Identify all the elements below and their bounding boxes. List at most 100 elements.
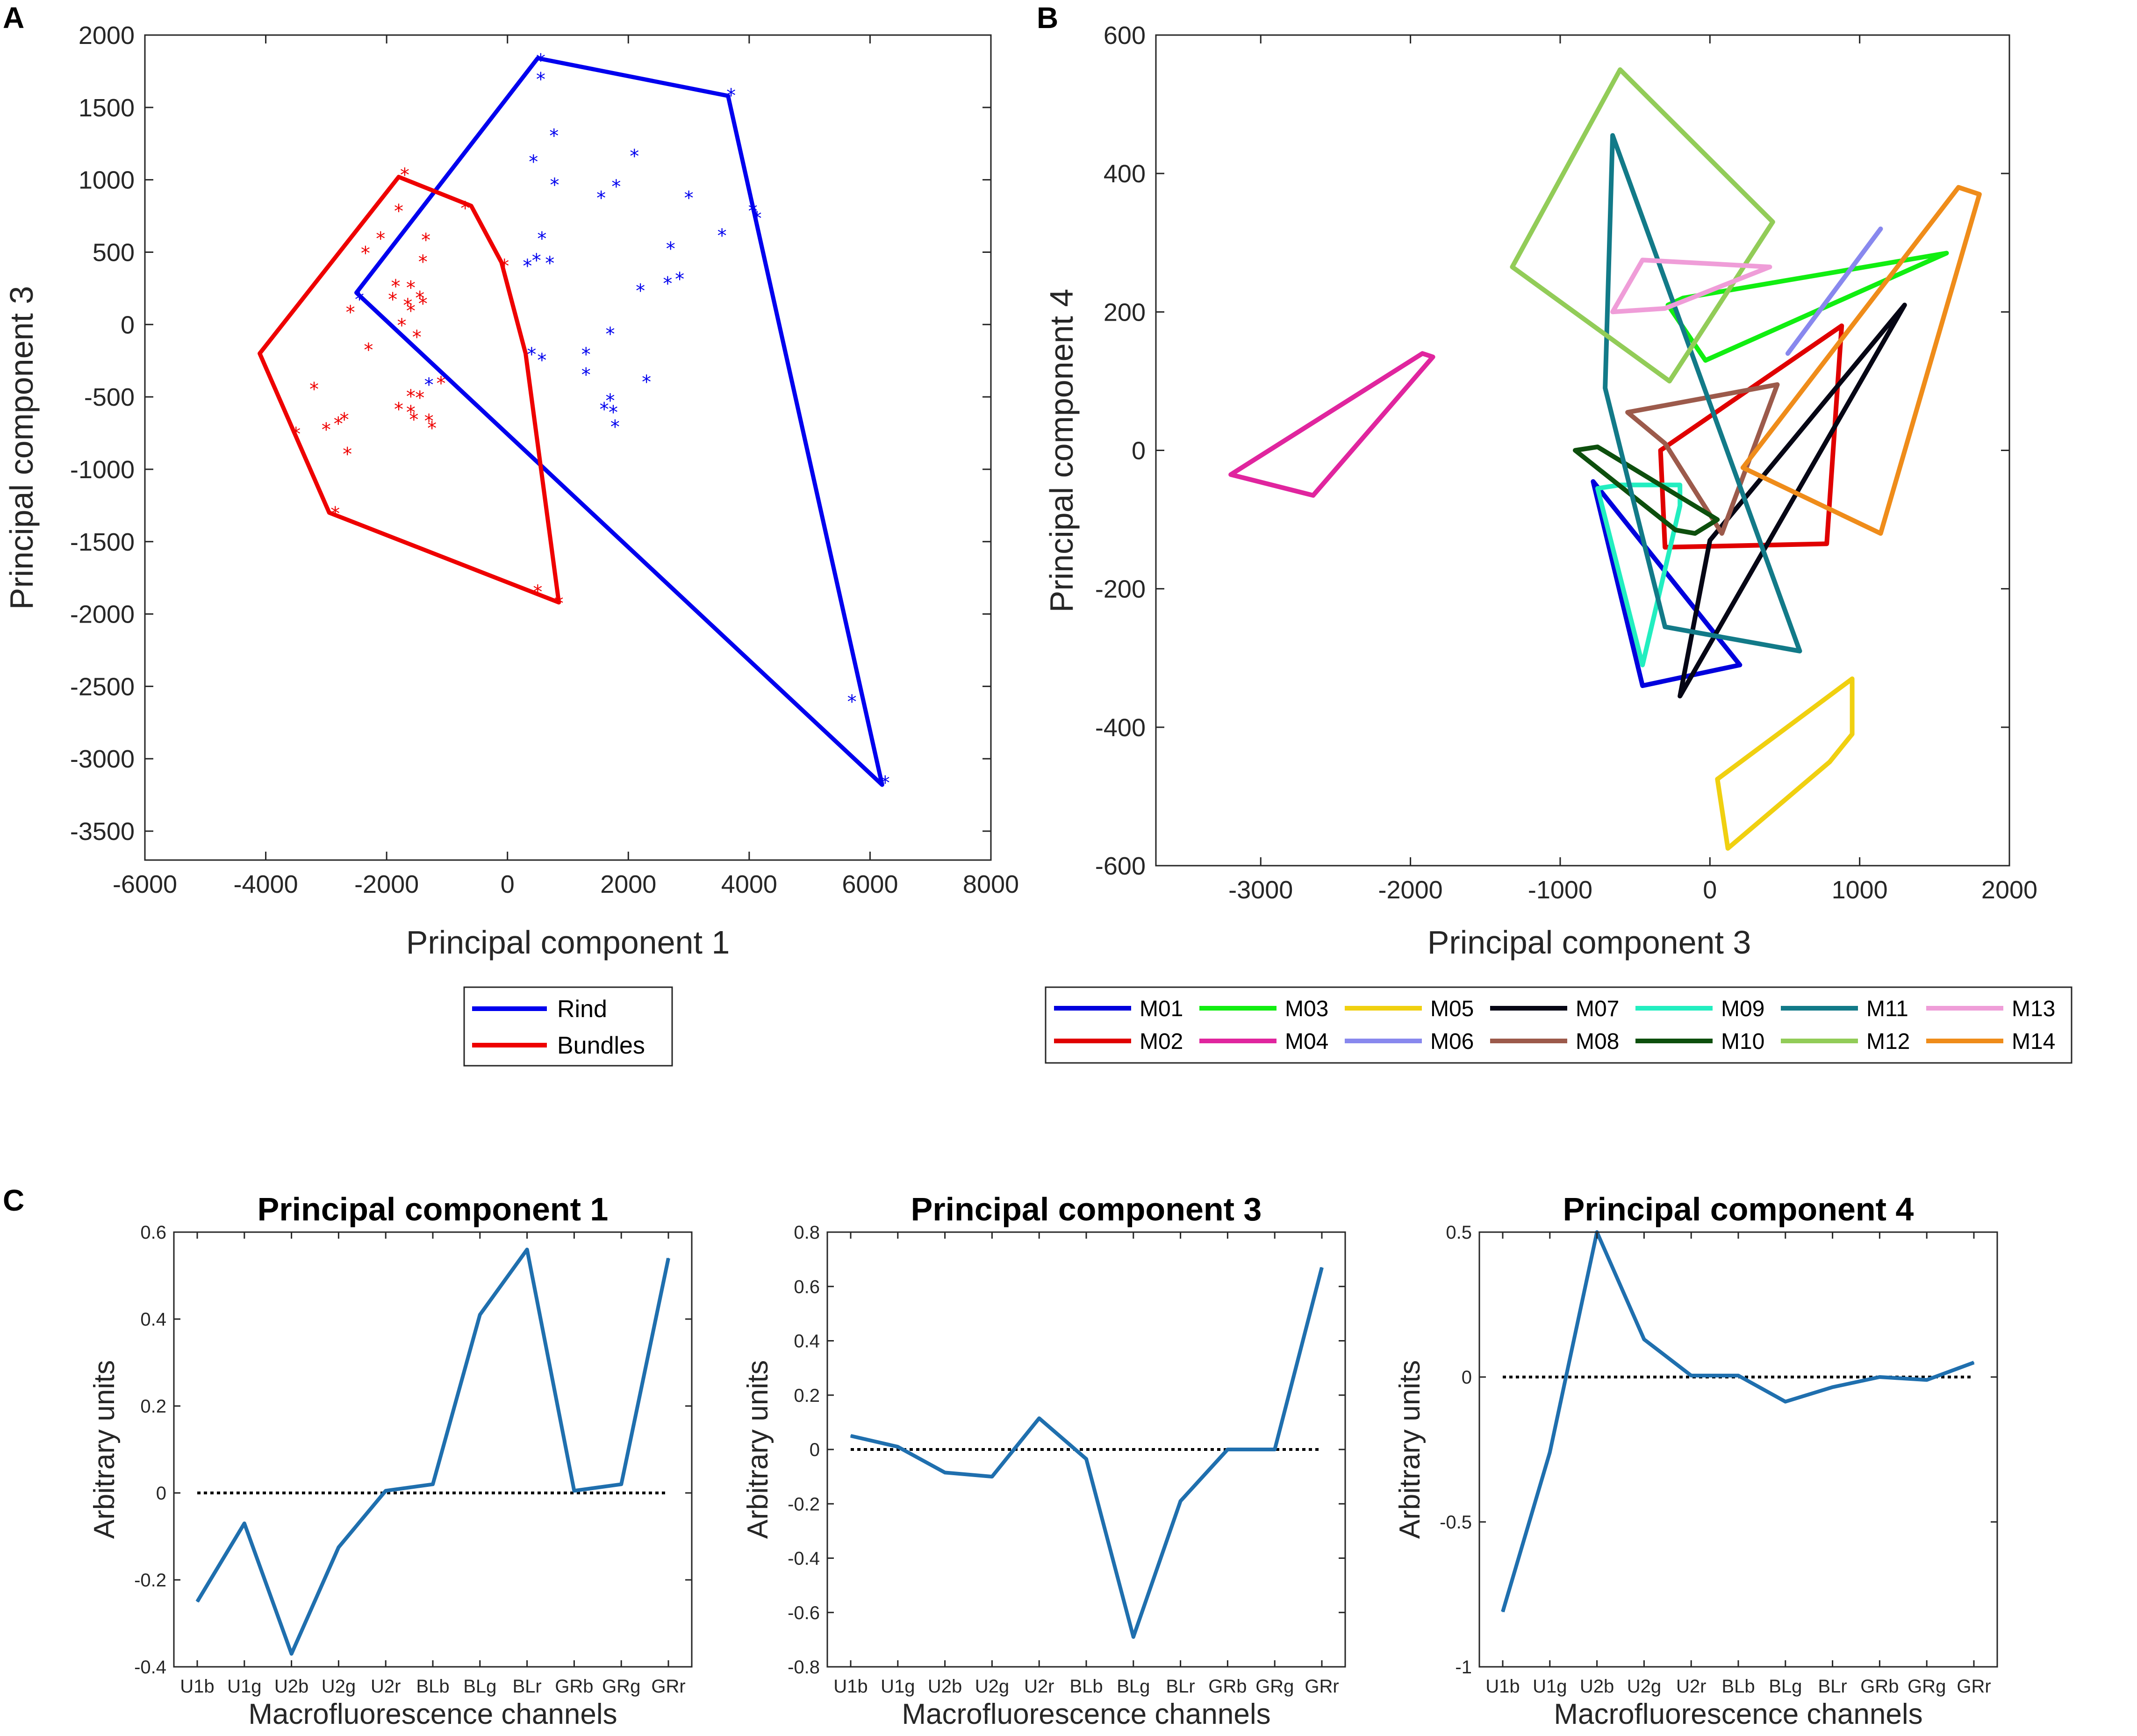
panel-a-ytick-label: -1500 bbox=[70, 528, 135, 556]
panel-a-ytick-label: -2000 bbox=[70, 601, 135, 629]
panel-c3-xtick-label: BLr bbox=[1166, 1676, 1195, 1697]
legend-label-m14: M14 bbox=[2012, 1029, 2055, 1054]
panel-a-xtick-label: 4000 bbox=[721, 870, 777, 898]
panel-b-legend: M01 M02 M03 M04 M05 M06 M07 M08 M09 M10 M11 M12 M13 M… bbox=[1045, 986, 2072, 1064]
point-rind: * bbox=[610, 416, 620, 438]
point-bundles: * bbox=[500, 256, 509, 277]
legend-label-m07: M07 bbox=[1576, 997, 1619, 1021]
panel-c1-xtick-label: GRb bbox=[555, 1676, 593, 1697]
panel-c1-xtick-label: BLg bbox=[463, 1676, 496, 1697]
point-rind: * bbox=[600, 399, 609, 421]
panel-c4-axes-box bbox=[1478, 1231, 1998, 1668]
point-bundles: * bbox=[400, 165, 409, 186]
point-bundles: * bbox=[406, 402, 416, 423]
hull-m10 bbox=[1573, 445, 1720, 536]
panel-label-b: B bbox=[1037, 1, 1058, 35]
panel-b-xtick-label: 0 bbox=[1703, 876, 1717, 904]
point-bundles: * bbox=[343, 444, 352, 466]
panel-a-xtick-label: -4000 bbox=[234, 870, 298, 898]
panel-c3-point-grb bbox=[1227, 1449, 1228, 1450]
point-bundles: * bbox=[533, 581, 542, 603]
panel-c3-point-blg bbox=[1133, 1636, 1134, 1638]
point-rind: * bbox=[536, 50, 545, 72]
point-bundles: * bbox=[427, 418, 437, 439]
panel-c3-ylabel: Arbitrary units bbox=[742, 1360, 774, 1539]
panel-c1-xtick-label: U1g bbox=[227, 1676, 261, 1697]
point-bundles: * bbox=[406, 301, 416, 322]
panel-b-ytick-label: 600 bbox=[1104, 22, 1146, 50]
point-bundles: * bbox=[364, 340, 373, 361]
point-rind: * bbox=[663, 273, 672, 294]
panel-a-xtick-label: -2000 bbox=[354, 870, 419, 898]
point-rind: * bbox=[532, 250, 541, 272]
panel-a-ytick-label: 0 bbox=[121, 311, 135, 339]
panel-a-ytick-label: 500 bbox=[93, 238, 135, 266]
panel-c4-title: Principal component 4 bbox=[1563, 1191, 1914, 1227]
point-rind: * bbox=[748, 201, 758, 222]
panel-c3-xtick-label: GRg bbox=[1255, 1676, 1294, 1697]
point-rind: * bbox=[424, 374, 434, 396]
panel-c4-ytick-label: -1 bbox=[1455, 1657, 1472, 1678]
legend-label-m08: M08 bbox=[1576, 1029, 1619, 1054]
hull-m13 bbox=[1610, 258, 1772, 315]
point-bundles: * bbox=[424, 410, 434, 432]
panel-c1-point-blr bbox=[526, 1249, 528, 1250]
panel-c4-ytick-label: 0.5 bbox=[1446, 1222, 1472, 1243]
hull-m04 bbox=[1228, 351, 1435, 498]
panel-a-ytick-label: 2000 bbox=[79, 22, 135, 50]
panel-c3-xtick-label: U2g bbox=[975, 1676, 1009, 1697]
panel-c3-ytick-label: 0.6 bbox=[794, 1277, 820, 1297]
point-rind: * bbox=[596, 188, 606, 209]
panel-c3-point-u2b bbox=[944, 1472, 946, 1473]
point-rind: * bbox=[355, 289, 364, 310]
panel-c4-xtick-label: BLb bbox=[1721, 1676, 1755, 1697]
panel-c1-title: Principal component 1 bbox=[258, 1191, 609, 1227]
legend-label-m11: M11 bbox=[1866, 997, 1908, 1021]
panel-c4-point-u2g bbox=[1643, 1339, 1645, 1340]
panel-c1-point-grg bbox=[621, 1484, 622, 1485]
panel-c4-ylabel: Arbitrary units bbox=[1394, 1360, 1426, 1539]
panel-c1-xtick-label: GRr bbox=[651, 1676, 685, 1697]
legend-label-m04: M04 bbox=[1285, 1029, 1328, 1054]
panel-c3-point-u1b bbox=[850, 1435, 851, 1436]
legend-label-m01: M01 bbox=[1140, 997, 1183, 1021]
point-rind: * bbox=[675, 269, 684, 290]
point-rind: * bbox=[606, 390, 615, 412]
panel-c1-point-grr bbox=[668, 1257, 669, 1259]
panel-c3-xtick-label: U2b bbox=[928, 1676, 962, 1697]
panel-c1-xtick-label: U2r bbox=[371, 1676, 401, 1697]
point-rind: * bbox=[537, 350, 546, 371]
point-bundles: * bbox=[409, 409, 418, 430]
panel-c4-series-line bbox=[1501, 1230, 1975, 1613]
panel-c3-xtick-label: GRb bbox=[1208, 1676, 1247, 1697]
point-rind: * bbox=[529, 151, 538, 173]
panel-c3: Principal component 3 U1b U1g U2b U2g U2r BLb B… bbox=[742, 1191, 1346, 1730]
point-rind: * bbox=[611, 176, 621, 198]
point-bundles: * bbox=[330, 503, 340, 525]
panel-c4-point-blb bbox=[1738, 1375, 1739, 1376]
panel-c4-ytick-label: 0 bbox=[1462, 1367, 1472, 1388]
panel-c4-point-blg bbox=[1785, 1401, 1786, 1402]
panel-c4-xtick-label: U1b bbox=[1485, 1676, 1520, 1697]
panel-c3-title: Principal component 3 bbox=[911, 1191, 1262, 1227]
point-bundles: * bbox=[415, 287, 424, 309]
panel-c3-ytick-label: 0.4 bbox=[794, 1331, 820, 1352]
panel-c1-ytick-label: 0.2 bbox=[140, 1396, 166, 1417]
panel-c3-xlabel: Macrofluorescence channels bbox=[902, 1698, 1270, 1730]
legend-label-rind: Rind bbox=[557, 996, 607, 1023]
panel-c1-ytick-label: 0.6 bbox=[140, 1222, 166, 1243]
panel-c3-xtick-label: GRr bbox=[1305, 1676, 1339, 1697]
point-bundles: * bbox=[334, 414, 343, 435]
point-rind: * bbox=[630, 146, 639, 167]
panel-b-ytick-label: 200 bbox=[1104, 298, 1146, 326]
panel-c4-point-grg bbox=[1926, 1379, 1928, 1381]
panel-c1-ytick-label: -0.4 bbox=[134, 1657, 166, 1678]
panel-c1-ytick-label: -0.2 bbox=[134, 1570, 166, 1591]
panel-c1-ytick-label: 0 bbox=[156, 1483, 166, 1504]
panel-a-xlabel: Principal component 1 bbox=[406, 924, 730, 961]
panel-b-xlabel: Principal component 3 bbox=[1427, 924, 1751, 961]
point-bundles: * bbox=[394, 201, 403, 222]
point-rind: * bbox=[536, 69, 545, 91]
point-rind: * bbox=[609, 402, 618, 423]
panel-c3-point-u2g bbox=[991, 1476, 993, 1478]
